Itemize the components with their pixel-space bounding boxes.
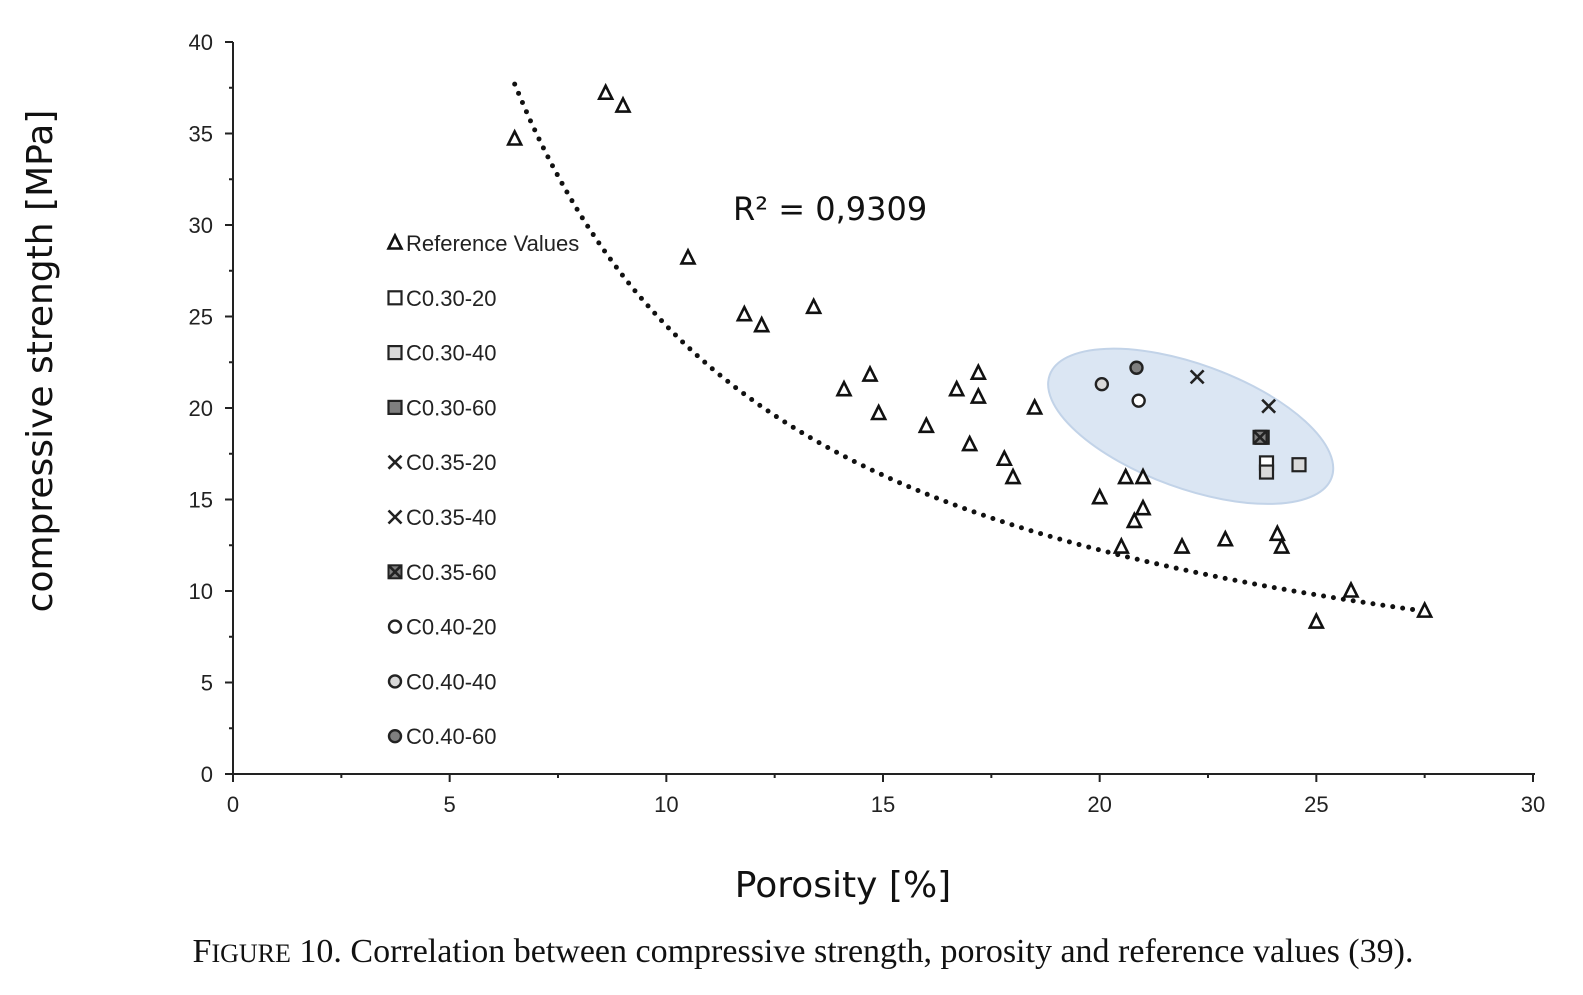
legend-marker [387,509,403,525]
y-tick-label: 35 [189,122,213,147]
legend-marker [387,290,403,306]
legend-marker [387,399,403,415]
legend-marker [386,232,404,250]
data-point [969,386,987,404]
data-point [1416,600,1434,618]
data-point [679,247,697,265]
r-squared-annotation: R² = 0,9309 [733,190,927,228]
data-point [1026,397,1044,415]
data-point [1342,580,1360,598]
data-point [1216,529,1234,547]
data-point [1112,536,1130,554]
data-point [614,95,632,113]
x-axis-title: Porosity [%] [735,865,951,906]
legend-label: C0.40-40 [406,669,497,694]
trendline-layer [512,81,1428,614]
data-point [506,128,524,146]
legend-marker [387,729,403,744]
legend-label: C0.30-60 [406,395,497,420]
legend-label: C0.40-60 [406,724,497,749]
data-point [1117,467,1135,485]
points-layer [506,82,1434,629]
legend-label: C0.40-20 [406,615,497,640]
y-tick-label: 40 [189,30,213,55]
data-point [753,315,771,333]
legend-label: C0.35-20 [406,450,497,475]
data-point [1134,498,1152,516]
data-point [597,82,615,101]
data-point [1307,611,1325,629]
x-tick-label: 30 [1521,792,1545,817]
legend-marker [387,345,403,361]
data-point [1129,360,1144,375]
x-tick-label: 20 [1087,792,1111,817]
legend: Reference Values C0.30-20 C0.30-40 C0.30-60… [386,231,579,749]
data-point [861,364,879,382]
legend-label: C0.30-40 [406,341,497,366]
data-point [1261,398,1277,414]
legend-label: Reference Values [406,231,579,256]
legend-marker [387,564,403,580]
data-point [1131,393,1146,408]
x-tick-label: 15 [871,792,895,817]
y-tick-label: 30 [189,213,213,238]
legend-marker [387,674,403,689]
x-tick-label: 25 [1304,792,1328,817]
data-point [835,379,853,397]
caption-text: 10. Correlation between compressive stre… [291,933,1414,970]
trendline [512,81,1428,614]
figure-caption: FIGURE 10. Correlation between compressi… [193,933,1414,970]
legend-marker [387,619,403,634]
data-point [1189,369,1205,385]
x-tick-label: 5 [444,792,456,817]
x-tick-label: 10 [654,792,678,817]
ticks-layer: 0 5 10 15 20 25 30 35 40 0 5 10 15 20 25 30 [189,30,1546,817]
data-point [1091,487,1109,505]
y-tick-label: 5 [201,671,213,696]
data-point [1291,457,1307,473]
data-point [948,379,966,397]
data-point [1173,536,1191,554]
highlight-region-layer [1047,347,1335,505]
caption-prefix-small: IGURE [211,939,290,968]
y-axis-title: compressive strength [MPa] [20,110,61,613]
x-tick-label: 0 [227,792,239,817]
legend-marker [387,454,403,470]
data-point [1252,429,1268,445]
data-point [805,296,823,315]
y-tick-label: 10 [189,579,213,604]
data-point [1004,467,1022,485]
data-point [1125,511,1143,529]
y-tick-label: 25 [189,305,213,330]
legend-label: C0.35-40 [406,505,497,530]
y-tick-label: 15 [189,488,213,513]
data-point [961,434,979,452]
highlight-ellipse [1047,347,1335,505]
data-point [735,304,753,322]
data-point [1258,464,1275,480]
legend-label: C0.35-60 [406,560,497,585]
data-point [1134,467,1152,485]
data-point [1268,523,1286,542]
data-point [870,403,888,421]
data-point [1094,377,1110,392]
y-tick-label: 20 [189,396,213,421]
data-point [917,415,935,434]
data-point [995,448,1013,467]
legend-label: C0.30-20 [406,286,497,311]
caption-prefix-big: F [193,933,212,970]
data-point [1273,536,1291,554]
y-tick-label: 0 [201,762,213,787]
data-point [969,362,987,381]
